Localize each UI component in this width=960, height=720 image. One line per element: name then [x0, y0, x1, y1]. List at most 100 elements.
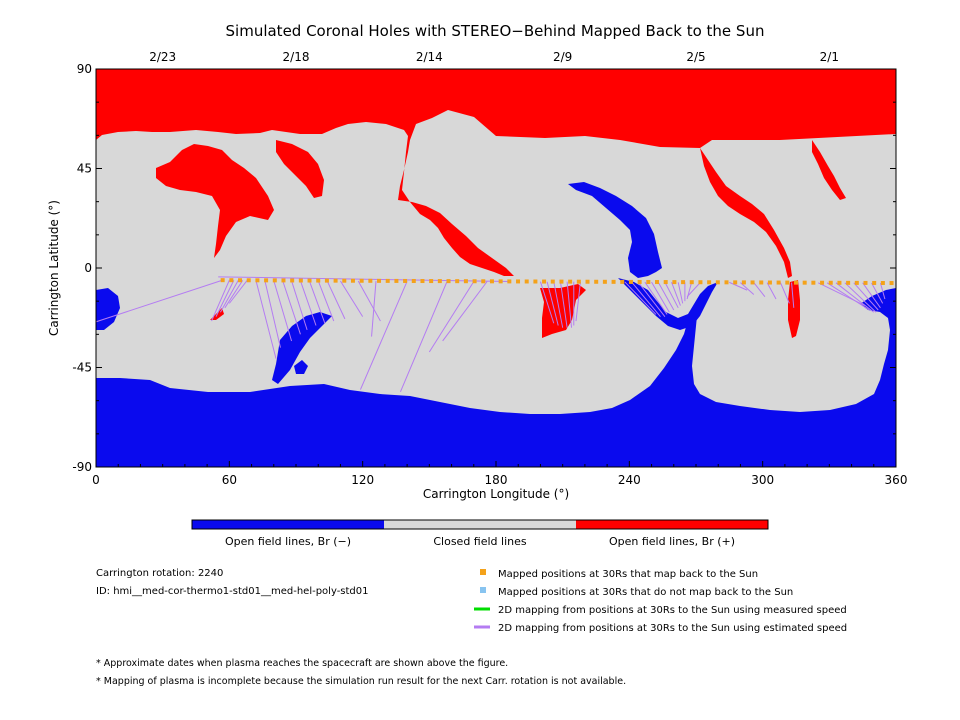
track-point	[837, 280, 842, 285]
track-point	[655, 280, 660, 285]
track-point	[637, 279, 642, 284]
track-point	[463, 279, 468, 284]
track-point	[264, 278, 269, 283]
positive-streak-east	[700, 148, 792, 278]
mapping-line	[791, 282, 795, 308]
track-point	[324, 278, 329, 283]
track-point	[342, 278, 347, 283]
top-date-label: 2/23	[149, 50, 176, 64]
mapping-line	[862, 282, 881, 309]
track-point	[307, 278, 312, 283]
colorbar-label-closed: Closed field lines	[433, 535, 527, 548]
mapping-line	[566, 281, 573, 328]
mapping-line	[575, 281, 581, 322]
mapping-line	[218, 276, 510, 282]
chart-title: Simulated Coronal Holes with STEREO−Behi…	[226, 22, 765, 40]
track-point	[403, 278, 408, 283]
run-id-text: ID: hmi__med-cor-thermo1-std01__med-hel-…	[96, 586, 369, 597]
track-point	[611, 279, 616, 284]
track-point	[272, 278, 277, 283]
track-point	[455, 279, 460, 284]
mapping-line	[853, 282, 879, 311]
mapping-line	[835, 282, 875, 313]
y-tick-label: 0	[84, 261, 92, 275]
track-point	[750, 280, 755, 285]
track-point	[759, 280, 764, 285]
mapping-line	[299, 280, 317, 326]
track-point	[498, 279, 503, 284]
mapping-line	[264, 280, 281, 348]
spacecraft-track-points	[220, 278, 894, 286]
mapping-line	[96, 279, 223, 323]
x-tick-label: 360	[885, 473, 908, 487]
track-point	[802, 280, 807, 285]
track-point	[359, 278, 364, 283]
mapping-line	[340, 280, 364, 317]
y-axis-title: Carrington Latitude (°)	[47, 200, 61, 336]
mapping-line	[228, 280, 248, 304]
x-tick-label: 180	[485, 473, 508, 487]
track-point	[594, 279, 599, 284]
colorbar: Open field lines, Br (−) Closed field li…	[191, 519, 769, 548]
track-point	[550, 279, 555, 284]
track-point	[316, 278, 321, 283]
mapping-line	[651, 281, 670, 313]
colorbar-label-positive: Open field lines, Br (+)	[609, 535, 735, 548]
track-point	[533, 279, 538, 284]
x-tick-label: 0	[92, 473, 100, 487]
mapping-line	[637, 281, 666, 317]
mapping-line	[740, 282, 755, 295]
track-point	[437, 279, 442, 284]
track-point	[872, 280, 877, 285]
y-tick-label: -45	[72, 361, 92, 375]
mapping-line	[686, 282, 701, 298]
mapping-line	[631, 281, 661, 317]
south-negative-band	[96, 288, 896, 467]
track-point	[576, 279, 581, 284]
track-point	[568, 279, 573, 284]
track-point	[602, 279, 607, 284]
track-point	[663, 280, 668, 285]
north-positive-lobe-mid	[276, 140, 324, 198]
legend-marker	[480, 569, 486, 575]
map-plot-area	[96, 69, 896, 467]
track-point	[446, 279, 451, 284]
track-point	[255, 278, 260, 283]
footnote-incomplete: * Mapping of plasma is incomplete becaus…	[96, 676, 626, 687]
track-point	[854, 280, 859, 285]
mapping-line	[657, 281, 675, 311]
legend-marker	[480, 587, 486, 593]
mapping-line	[357, 280, 381, 322]
legend-label: Mapped positions at 30Rs that map back t…	[498, 569, 758, 580]
track-point	[524, 279, 529, 284]
mapping-line	[282, 280, 301, 335]
track-point	[472, 279, 477, 284]
carrington-rotation-text: Carrington rotation: 2240	[96, 568, 223, 579]
track-point	[350, 278, 355, 283]
track-point	[776, 280, 781, 285]
track-point	[489, 279, 494, 284]
negative-lane-center	[568, 182, 662, 278]
top-date-label: 2/18	[283, 50, 310, 64]
mapping-line	[308, 280, 326, 324]
track-point	[767, 280, 772, 285]
track-point	[880, 280, 885, 285]
mapping-line	[211, 279, 230, 322]
track-point	[889, 281, 894, 286]
legend: Mapped positions at 30Rs that map back t…	[474, 569, 847, 634]
mapping-line	[766, 282, 777, 300]
mapping-line	[879, 282, 886, 300]
y-axis: 90 45 0 -45 -90	[72, 62, 896, 474]
mapping-line	[371, 281, 377, 337]
mapping-line	[553, 281, 564, 328]
mapping-line	[844, 282, 877, 313]
track-point	[646, 279, 651, 284]
track-point	[246, 278, 251, 283]
north-positive-lobe-west	[156, 144, 274, 258]
track-point	[846, 280, 851, 285]
mapping-line	[753, 282, 766, 298]
track-point	[820, 280, 825, 285]
negative-lane-center-south	[618, 278, 718, 330]
track-point	[507, 279, 512, 284]
